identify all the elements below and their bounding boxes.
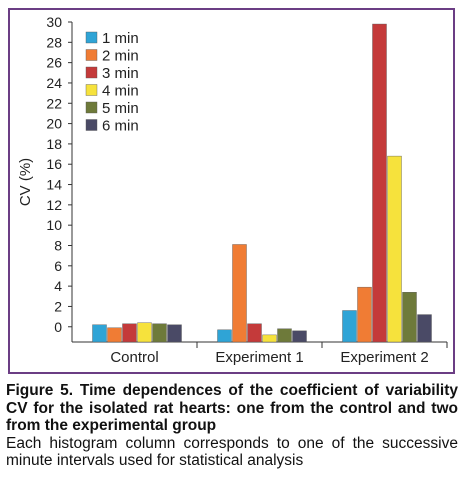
y-tick-label: 0 [54, 319, 62, 335]
y-tick-label: 20 [46, 116, 62, 132]
bar [232, 244, 247, 343]
legend-swatch [85, 49, 98, 61]
bar [122, 323, 137, 343]
bar [262, 334, 277, 343]
y-tick-label: 30 [46, 14, 62, 30]
bar [402, 292, 417, 343]
legend-label: 4 min [102, 83, 139, 100]
legend-swatch [85, 119, 98, 131]
bar [217, 329, 232, 343]
bar [137, 322, 152, 343]
chart-frame: 0 2 4 6 8 10 12 14 16 18 20 22 24 26 28 30 CV (%) Control… [8, 8, 455, 374]
y-tick-label: 12 [46, 197, 62, 213]
legend-label: 1 min [102, 30, 139, 47]
bar [292, 330, 307, 343]
bar [372, 23, 387, 343]
bar [247, 323, 262, 343]
y-axis-label: CV (%) [17, 158, 34, 206]
y-tick-label: 16 [46, 156, 62, 172]
bar [277, 328, 292, 343]
legend-swatch [85, 84, 98, 96]
bar [387, 155, 402, 343]
x-category-label: Experiment 1 [215, 349, 303, 366]
legend-label: 6 min [102, 118, 139, 135]
y-tick-label: 6 [54, 258, 62, 274]
legend-label: 3 min [102, 65, 139, 82]
y-tick-label: 28 [46, 34, 62, 50]
bar [417, 314, 432, 343]
bar [342, 310, 357, 343]
bar [152, 323, 167, 343]
legend-swatch [85, 101, 98, 114]
y-tick-label: 8 [54, 237, 62, 253]
caption-body: Each histogram column corresponds to one… [6, 434, 458, 470]
bar [167, 324, 182, 343]
legend-swatch [85, 66, 98, 79]
bar [107, 327, 122, 343]
y-tick-label: 22 [46, 95, 62, 111]
bar [357, 286, 372, 343]
x-category-label: Control [110, 349, 158, 366]
y-tick-label: 10 [46, 217, 62, 233]
legend-label: 2 min [102, 48, 139, 65]
caption-title: Figure 5. Time dependences of the coeffi… [6, 382, 458, 434]
y-tick-label: 4 [54, 278, 62, 294]
legend-label: 5 min [102, 100, 139, 117]
y-tick-label: 2 [54, 298, 62, 314]
legend-swatch [85, 31, 98, 44]
bar [92, 324, 107, 343]
x-category-label: Experiment 2 [340, 349, 428, 366]
y-tick-label: 24 [46, 75, 62, 91]
y-tick-label: 18 [46, 136, 62, 152]
figure-caption: Figure 5. Time dependences of the coeffi… [6, 382, 458, 470]
y-tick-label: 26 [46, 55, 62, 71]
y-tick-label: 14 [46, 177, 62, 193]
